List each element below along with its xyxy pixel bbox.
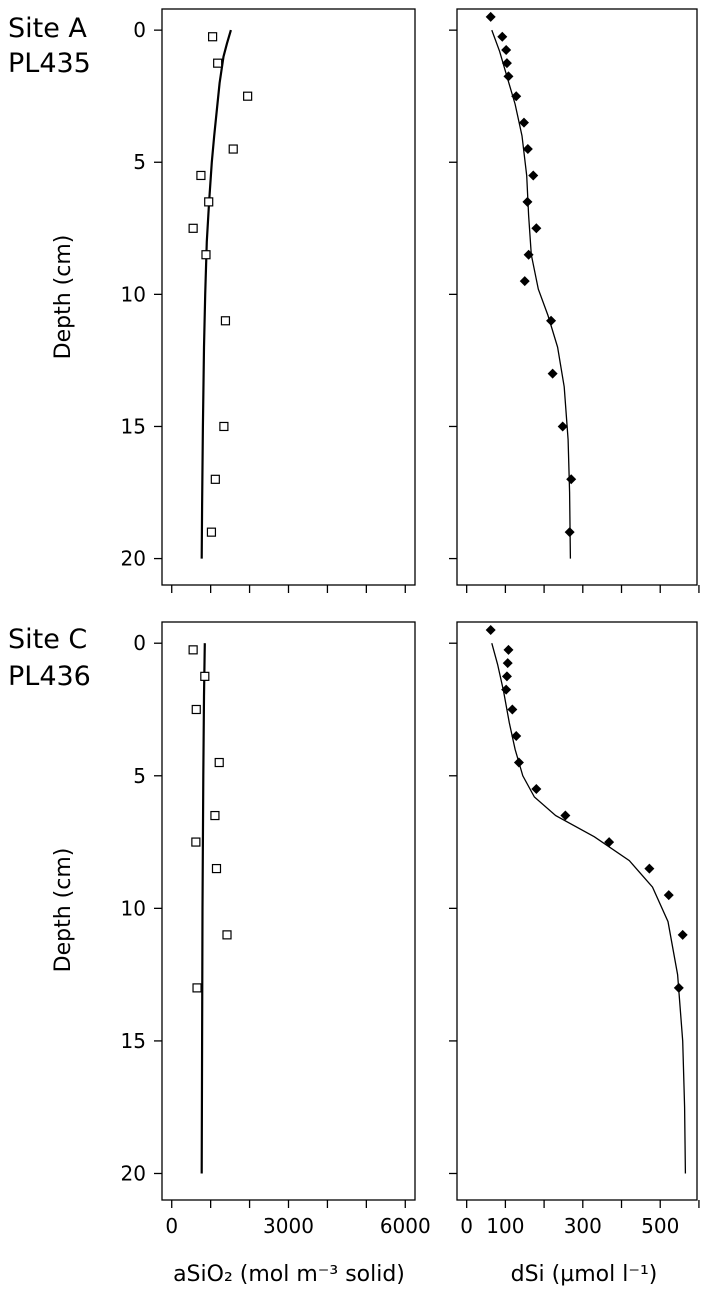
site-a-y-tick-label: 15 (121, 414, 146, 438)
site-c-label-line1: Site C (8, 624, 87, 655)
site-c-dsi-x-tick-label: 100 (486, 1214, 524, 1238)
site-a-y-tick-label: 20 (121, 547, 146, 571)
site-c-dsi-data-point (501, 684, 512, 695)
site-c-asio2-data-point (222, 930, 232, 940)
site-a-asio2-data-point (243, 91, 253, 101)
site-c-dsi-data-point (644, 863, 655, 874)
site-a-dsi-data-point (503, 71, 514, 82)
site-c-dsi-model-curve (491, 643, 687, 1174)
site-a-y-tick-label: 0 (133, 18, 146, 42)
site-c-dsi-data-point (503, 644, 514, 655)
site-a-dsi-model-curve (491, 29, 572, 559)
site-c-dsi-x-tick-label: 500 (641, 1214, 679, 1238)
site-c-dsi-data-point (513, 757, 524, 768)
site-c-dsi-data-point (501, 671, 512, 682)
site-a-dsi-data-point (523, 249, 534, 260)
site-c-dsi-data-point (511, 731, 522, 742)
site-a-dsi-data-point (531, 223, 542, 234)
site-c-y-axis-title: Depth (cm) (51, 848, 76, 973)
site-a-label-line1: Site A (8, 13, 87, 44)
site-c-asio2-x-tick-label: 3000 (263, 1214, 314, 1238)
site-c-dsi-data-point (485, 624, 496, 635)
site-c-dsi-data-point (677, 929, 688, 940)
site-c-y-tick-label: 20 (121, 1161, 146, 1185)
site-a-dsi-data-point (547, 368, 558, 379)
site-c-dsi-data-point (531, 784, 542, 795)
site-a-dsi-data-point (522, 196, 533, 207)
site-a-asio2-frame (161, 8, 416, 586)
site-c-asio2-data-point (200, 671, 210, 681)
site-a-dsi-frame (456, 8, 698, 586)
site-c-y-tick-label: 15 (121, 1029, 146, 1053)
site-c-asio2-data-point (191, 704, 201, 715)
site-a-asio2-data-point (196, 170, 206, 181)
site-c-dsi-data-point (673, 982, 684, 993)
site-a-dsi-data-point (501, 58, 512, 69)
site-a-asio2-data-point (188, 223, 198, 233)
site-a-asio2-model-curve (200, 29, 232, 559)
site-c-asio2-data-point (211, 863, 222, 874)
site-a-dsi-data-point (501, 44, 512, 55)
site-a-asio2-data-point (228, 144, 238, 154)
plot-area: 0 5 10 15 20 0 5 10 15 20 0 3000 6000 0 100 300 500 (121, 8, 700, 1238)
site-a-dsi-data-point (519, 276, 530, 287)
site-a-y-tick-label: 5 (133, 150, 146, 174)
site-c-dsi-data-point (560, 810, 571, 821)
site-c-dsi-x-tick-label: 300 (564, 1214, 602, 1238)
site-a-dsi-data-point (566, 474, 577, 485)
site-a-asio2-data-point (220, 316, 231, 326)
site-c-label-line2: PL436 (8, 661, 91, 692)
site-c-dsi-data-point (502, 658, 513, 669)
site-c-asio2-data-point (191, 837, 201, 847)
site-a-asio2-data-point (213, 58, 223, 68)
site-c-dsi-data-point (507, 704, 518, 715)
site-c-asio2-model-curve (200, 643, 206, 1174)
site-a-asio2-data-point (206, 527, 217, 537)
site-a-dsi-data-point (511, 91, 522, 102)
site-c-asio2-data-point (192, 983, 202, 993)
site-a-dsi-data-point (485, 11, 496, 22)
site-a-y-tick-label: 10 (121, 282, 146, 306)
x-axis-title-asio2: aSiO₂ (mol m⁻³ solid) (173, 1262, 405, 1287)
site-c-asio2-data-point (188, 645, 198, 655)
site-a-asio2-data-point (219, 421, 229, 432)
site-c-asio2-x-tick-label: 6000 (380, 1214, 431, 1238)
site-a-dsi-data-point (546, 315, 557, 326)
site-c-asio2-x-tick-label: 0 (165, 1214, 178, 1238)
site-a-asio2-data-point (204, 197, 214, 207)
site-c-dsi-data-point (663, 890, 674, 901)
site-a-y-axis-title: Depth (cm) (51, 235, 76, 360)
site-a-asio2-data-point (210, 474, 220, 484)
site-c-dsi-data-point (604, 837, 615, 848)
site-c-y-tick-label: 5 (133, 764, 146, 788)
site-c-dsi-frame (456, 621, 698, 1201)
site-c-y-tick-label: 10 (121, 896, 146, 920)
site-c-asio2-data-point (214, 757, 224, 768)
site-a-dsi-data-point (497, 31, 508, 42)
site-a-label-line2: PL435 (8, 48, 91, 79)
site-a-dsi-data-point (557, 421, 568, 432)
site-c-y-tick-label: 0 (133, 631, 146, 655)
site-a-dsi-data-point (564, 527, 575, 538)
site-a-dsi-data-point (522, 144, 533, 155)
site-a-asio2-data-point (208, 32, 218, 42)
site-c-asio2-data-point (210, 810, 220, 821)
site-a-asio2-data-point (201, 250, 211, 260)
site-a-dsi-data-point (528, 170, 539, 181)
site-a-dsi-data-point (518, 117, 529, 128)
site-c-dsi-x-tick-label: 0 (460, 1214, 473, 1238)
x-axis-title-dsi: dSi (µmol l⁻¹) (511, 1262, 658, 1287)
